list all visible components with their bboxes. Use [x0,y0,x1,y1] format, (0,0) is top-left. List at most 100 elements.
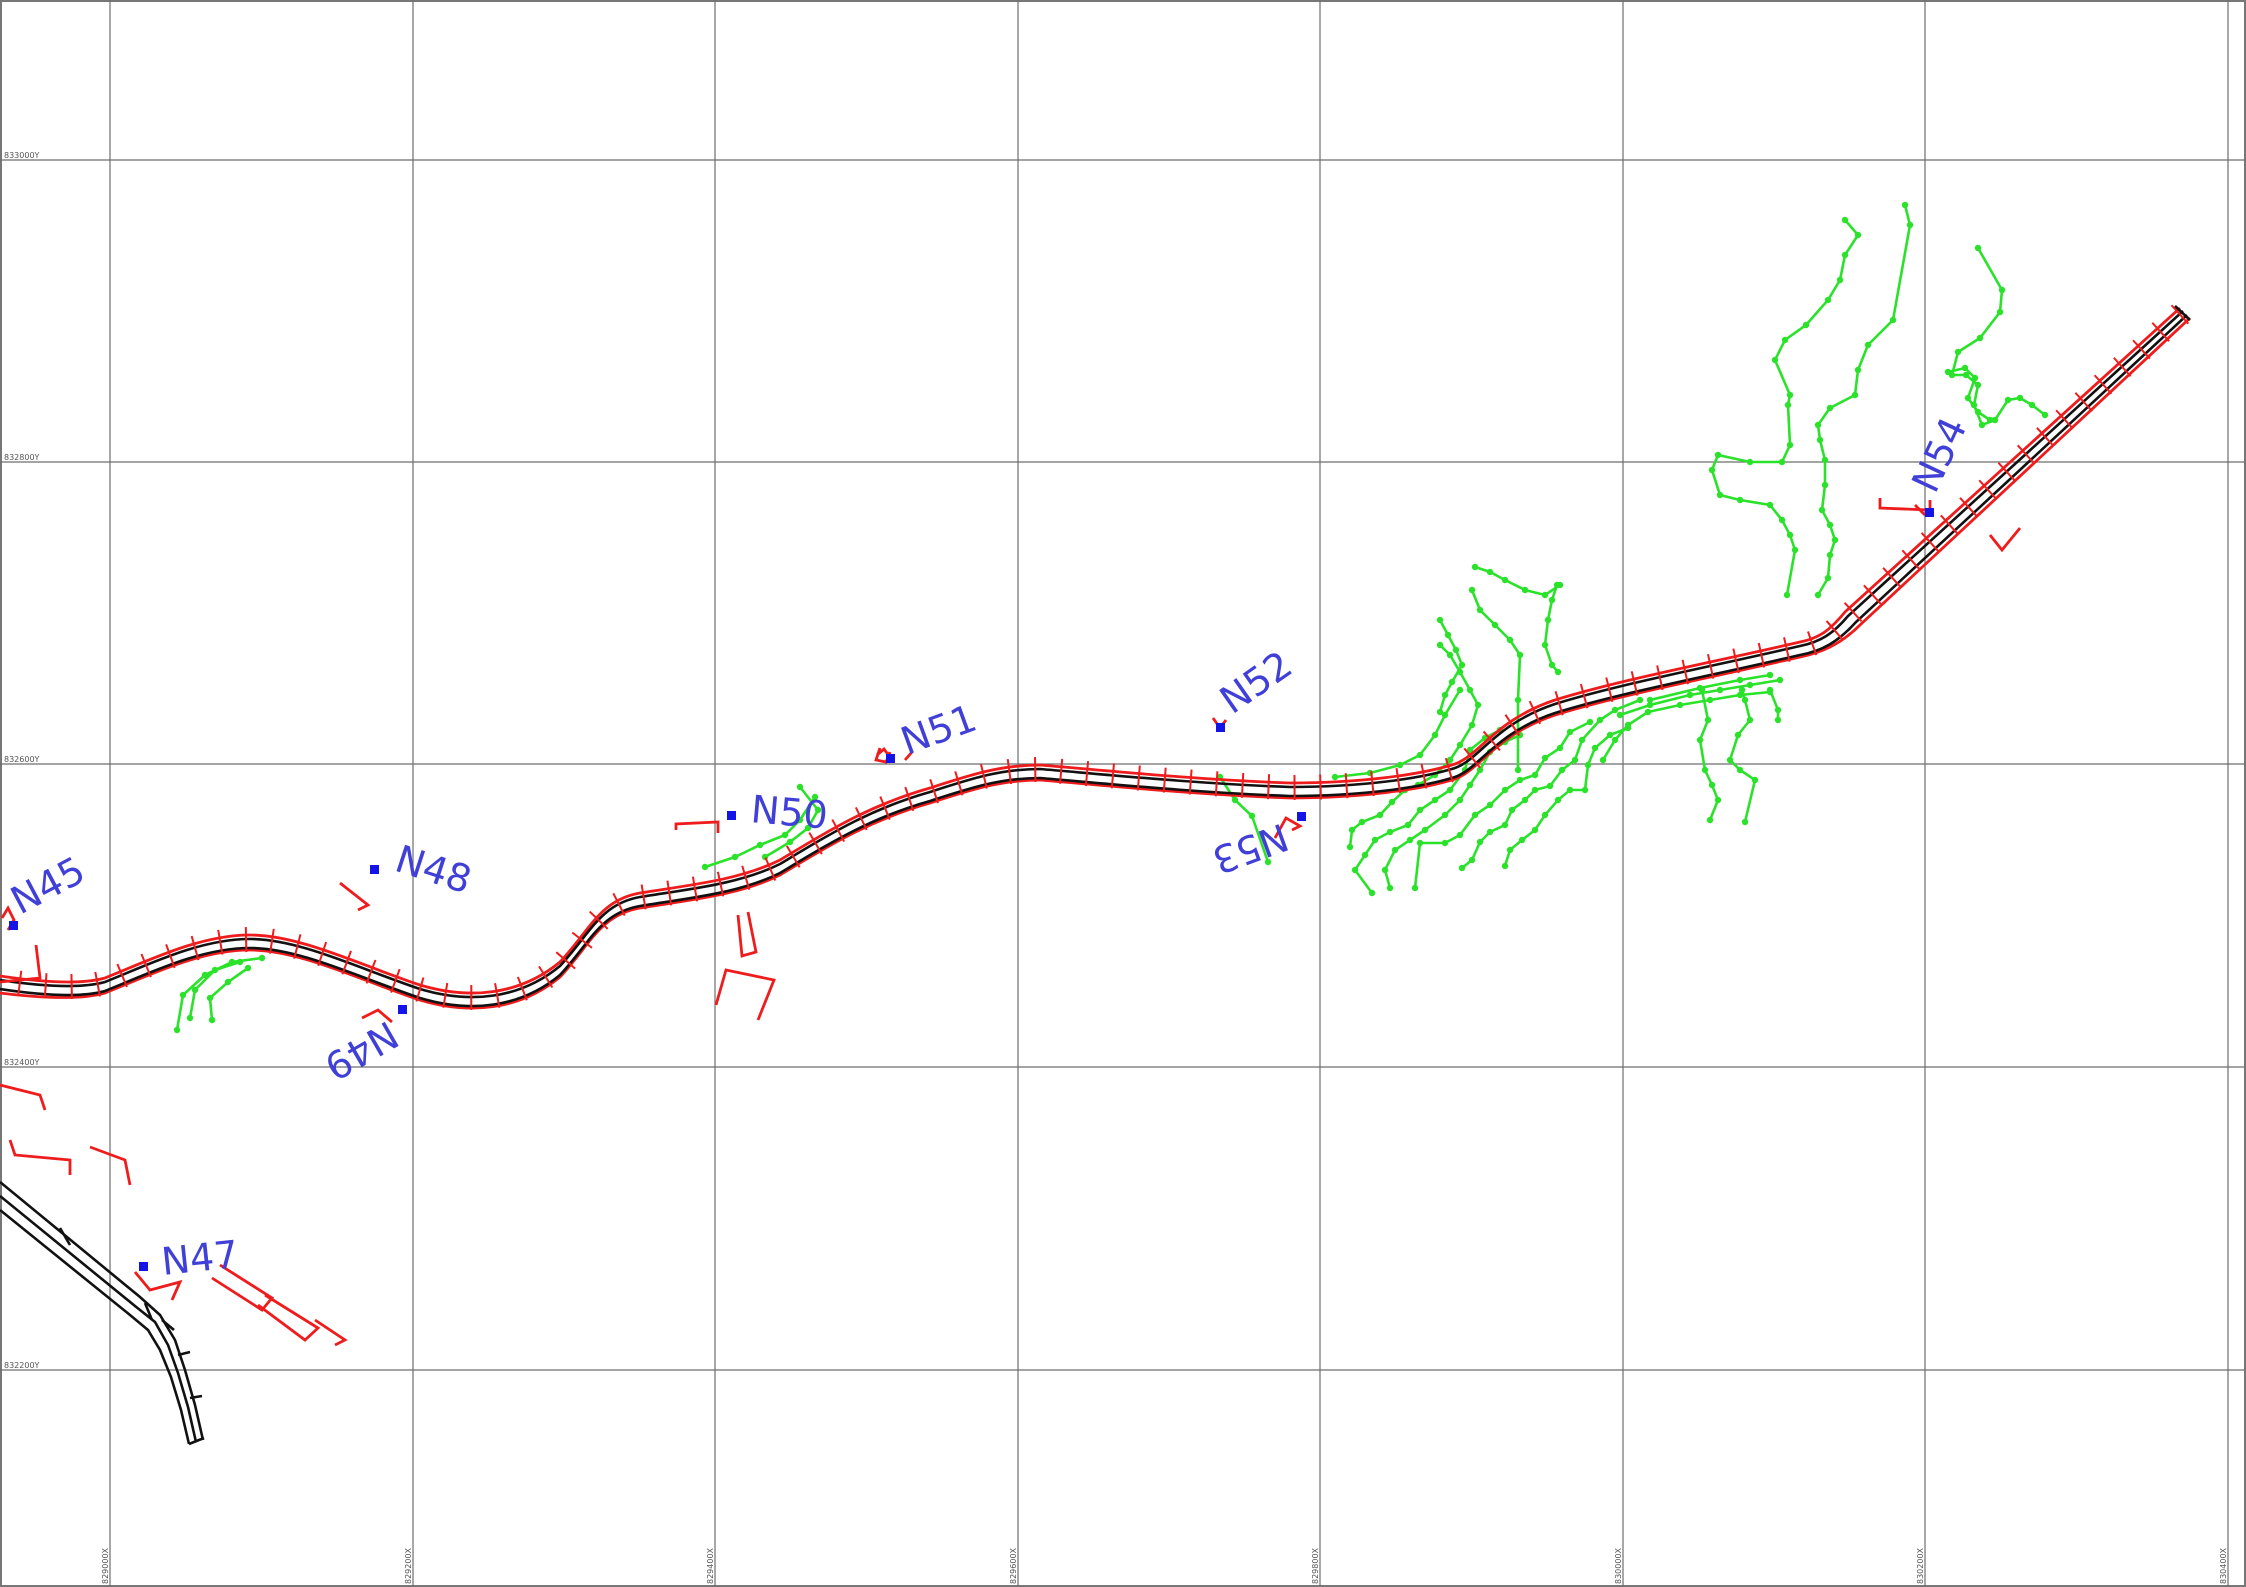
contour-vertex [1974,408,1982,416]
road-tick [1482,730,1501,752]
contour-vertex [1814,421,1822,429]
contour-vertex [1553,581,1561,589]
road-tick [879,796,891,821]
contour-vertex [1441,811,1449,819]
contour-vertex [1786,441,1794,449]
contour-vertex [1351,866,1359,874]
x-label: 829600X [1009,1547,1018,1584]
point-label-n49: N49 [317,1012,405,1088]
y-label: 832600Y [4,755,40,764]
contour-vertex [1458,864,1466,872]
road-tick [2016,444,2036,465]
contour-vertex [1506,846,1514,854]
road-tick [1863,584,1882,605]
contour-vertex [804,824,812,832]
contour-vertex [1826,551,1834,559]
contour-vertex [1371,836,1379,844]
contour-vertices [173,201,2049,1034]
contour-vertex [731,853,739,861]
road-tick [538,965,554,989]
contour-vertex [1841,251,1849,259]
contour-vertex [1541,754,1549,762]
contour-vertex [1991,416,1999,424]
contour-vertex [1501,576,1509,584]
road-tick [2170,304,2190,325]
road-tick [954,771,964,796]
contour-vertex [1791,546,1799,554]
contour-vertex [1734,731,1742,739]
road-tick [1444,757,1454,783]
road-tick [1630,671,1639,696]
contour-vertex [1468,586,1476,594]
road-tick [217,929,224,955]
road-tick [1395,767,1402,793]
road-tick [612,892,626,917]
y-coordinate-labels: 833000Y 832800Y 832600Y 832400Y 832200Y [4,151,40,1370]
contour-vertex [1431,731,1439,739]
x-label: 830000X [1614,1547,1623,1584]
road-tick [716,871,725,897]
contour-vertex [1466,686,1474,694]
contour-vertex [1531,826,1539,834]
contour-vertex [1441,839,1449,847]
contour-vertex [1444,631,1452,639]
contour-vertex [2041,411,2049,419]
road-tick [1463,747,1481,769]
road-tick [116,963,128,988]
road-tick [1344,773,1349,799]
contour-vertex [1706,816,1714,824]
point-label-n53: N53 [1207,815,1294,883]
road-tick [1997,462,2017,482]
point-label-n47: N47 [159,1232,240,1284]
contour-vertex [1466,746,1474,754]
contour-vertex [173,1026,181,1034]
survey-point-marker [1925,508,1934,517]
contour-vertex [1468,856,1476,864]
contour-vertex [1441,691,1449,699]
contour-vertex [1616,711,1624,719]
road-tick [415,977,425,1002]
road-tick [1528,700,1542,725]
contour-vertex [1476,766,1484,774]
contour-vertex [1486,568,1494,576]
road-tick [2113,357,2132,377]
contour-vertex [1506,636,1514,644]
contour-vertex [1346,843,1354,851]
contour-vertex [228,958,236,966]
contour-vertex [1548,661,1556,669]
contour-vertex [1778,516,1786,524]
contour-vertex [1391,846,1399,854]
contour-vertex [1578,736,1586,744]
y-label: 832800Y [4,453,40,462]
contour-vertex [1406,836,1414,844]
road-tick [1162,767,1167,793]
contour-vertex [701,863,709,871]
road-tick [1579,683,1589,709]
contour-vertex [1736,691,1744,699]
contour-vertex [1431,796,1439,804]
road-tick [764,857,777,881]
contour-vertex [1466,781,1474,789]
contour-vertex [1446,651,1454,659]
contour-vertex [224,978,232,986]
contour-vertex [1704,716,1712,724]
road-tick [1605,677,1614,702]
contour-vertex [1474,701,1482,709]
contour-vertex [1521,796,1529,804]
contour-vertex [1381,866,1389,874]
contour-vertex [1906,221,1914,229]
contour-vertex [1436,641,1444,649]
contour-vertex [1501,786,1509,794]
contour-vertex [761,853,769,861]
road-tick [1188,769,1193,795]
contour-vertex [1554,668,1562,676]
road-edge-right [0,316,2191,1010]
contour-vertex [1361,851,1369,859]
point-label-n45: N45 [4,848,92,923]
x-label: 829800X [1311,1547,1320,1584]
contour-vertex [1518,836,1526,844]
contour-vertex [1708,781,1716,789]
contour-vertex [1486,801,1494,809]
contour-vertex [1416,839,1424,847]
